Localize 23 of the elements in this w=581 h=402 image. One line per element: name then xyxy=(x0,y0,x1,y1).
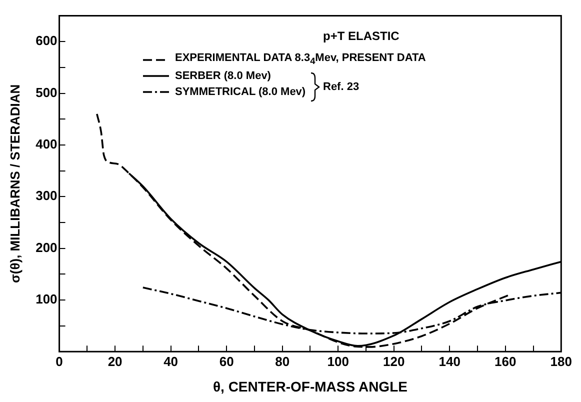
text: p+T ELASTIC xyxy=(323,29,400,43)
y-tick-label: 400 xyxy=(36,136,58,152)
x-tick-label: 160 xyxy=(494,354,516,369)
y-tick-label: 200 xyxy=(36,240,58,255)
y-tick-label: 300 xyxy=(36,188,58,204)
x-tick-label: 120 xyxy=(383,354,405,369)
x-tick-label: 40 xyxy=(164,354,178,369)
y-tick-label: 500 xyxy=(36,84,58,100)
x-tick-label: 80 xyxy=(275,354,290,369)
y-tick-label: 100 xyxy=(36,292,58,307)
x-tick-label: 0 xyxy=(56,354,63,369)
legend-label: SYMMETRICAL (8.0 Mev) xyxy=(175,86,306,98)
annotation: Ref. 23 xyxy=(323,80,360,94)
y-axis-title: σ(θ), MILLIBARNS / STERADIAN xyxy=(7,84,22,284)
y-tick-label: 600 xyxy=(36,33,58,48)
x-tick-label: 60 xyxy=(219,354,234,369)
legend-label: EXPERIMENTAL DATA 8.3$_{4}$Mev, PRESENT DATA xyxy=(175,52,426,68)
x-axis-title: θ, CENTER-OF-MASS ANGLE xyxy=(212,378,408,394)
x-tick-label: 180 xyxy=(550,354,572,369)
x-tick-label: 140 xyxy=(438,354,460,369)
x-tick-label: 20 xyxy=(108,354,122,369)
legend-label: SERBER (8.0 Mev) xyxy=(175,70,271,82)
x-tick-label: 100 xyxy=(327,354,349,369)
